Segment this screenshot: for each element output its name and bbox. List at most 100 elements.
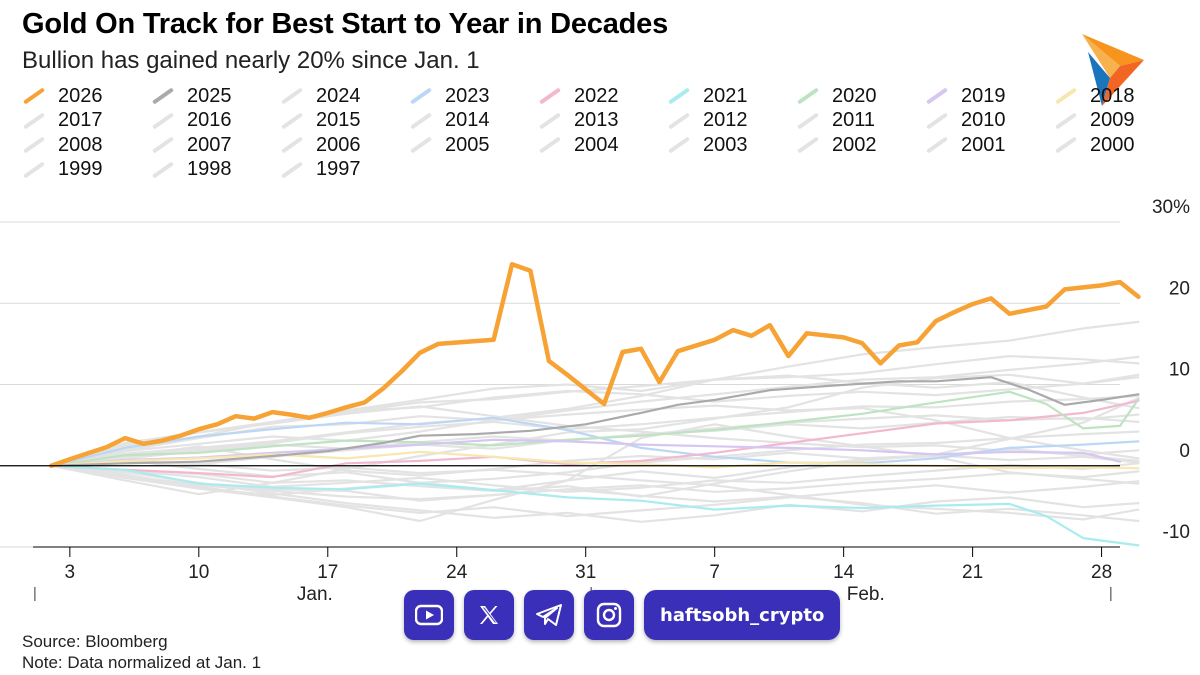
legend-swatch [539, 136, 561, 154]
legend-item-2022: 2022 [538, 84, 619, 108]
legend-item-2006: 2006 [280, 133, 361, 157]
legend-item-2026: 2026 [22, 84, 103, 108]
legend-label: 2012 [703, 109, 748, 131]
legend-swatch [797, 111, 819, 130]
series-line-2018 [50, 450, 1140, 470]
legend-item-1997: 1997 [280, 158, 361, 182]
x-tick-label: 31 [575, 562, 596, 583]
legend-item-2011: 2011 [796, 109, 875, 133]
v-logo-icon [1082, 34, 1144, 106]
legend-label: 2017 [58, 109, 103, 131]
chart-subtitle: Bullion has gained nearly 20% since Jan.… [22, 47, 480, 74]
legend-swatch [23, 136, 45, 154]
legend-label: 2022 [574, 84, 619, 107]
x-tick-label: 21 [962, 562, 983, 583]
series-line-2024 [50, 397, 1140, 498]
legend-swatch [410, 87, 432, 105]
chart-title: Gold On Track for Best Start to Year in … [22, 8, 669, 40]
y-tick-label: 0 [1179, 441, 1190, 462]
social-handle[interactable]: haftsobh_crypto [644, 590, 841, 640]
legend-item-2017: 2017 [22, 109, 103, 133]
legend-swatch [797, 136, 819, 154]
x-tick-label: 14 [833, 562, 855, 583]
x-tick-label: 10 [188, 562, 209, 583]
legend-item-2021: 2021 [667, 84, 748, 108]
legend-label: 2002 [832, 133, 877, 156]
series-line-2019 [50, 438, 1122, 467]
legend-label: 2025 [187, 84, 232, 107]
legend-swatch [152, 160, 174, 179]
legend-item-2012: 2012 [667, 109, 748, 133]
source-note: Source: Bloomberg [22, 632, 168, 651]
legend-label: 2000 [1090, 133, 1135, 156]
normalization-note: Note: Data normalized at Jan. 1 [22, 653, 262, 672]
x-tick-label: 3 [65, 562, 76, 583]
legend-item-2009: 2009 [1054, 109, 1135, 133]
legend-label: 2016 [187, 109, 232, 131]
legend-item-2010: 2010 [925, 109, 1006, 133]
legend-swatch [23, 111, 45, 130]
legend-item-2002: 2002 [796, 133, 877, 157]
legend-swatch [668, 111, 690, 130]
social-bar: haftsobh_crypto [404, 590, 841, 640]
x-tick-label: 7 [709, 562, 720, 583]
legend-swatch [926, 87, 948, 105]
legend-item-2023: 2023 [409, 84, 490, 108]
legend-item-2000: 2000 [1054, 133, 1135, 157]
legend-item-2020: 2020 [796, 84, 877, 108]
series-line-2006 [50, 373, 1140, 467]
legend-item-2018: 2018 [1054, 84, 1135, 108]
legend-item-2019: 2019 [925, 84, 1006, 108]
legend-swatch [152, 87, 174, 105]
legend-item-2025: 2025 [151, 84, 232, 108]
series-line-1998 [50, 445, 1140, 477]
legend-item-2003: 2003 [667, 133, 748, 157]
x-button[interactable] [464, 590, 514, 640]
legend-label: 2014 [445, 109, 490, 131]
legend-label: 2008 [58, 133, 103, 156]
x-tick-label: 28 [1091, 562, 1112, 583]
legend-label: 2023 [445, 84, 490, 107]
legend-label: 2001 [961, 133, 1006, 156]
legend-swatch [668, 87, 690, 105]
series-line-1999 [50, 464, 1140, 518]
legend-swatch [281, 111, 303, 130]
legend-swatch [281, 136, 303, 154]
y-tick-label: 10 [1169, 360, 1190, 381]
legend-swatch [926, 136, 948, 154]
x-tick-label: 24 [446, 562, 468, 583]
legend-item-2005: 2005 [409, 133, 490, 157]
legend-label: 2020 [832, 84, 877, 107]
telegram-icon [536, 604, 562, 626]
legend-item-2015: 2015 [280, 109, 361, 133]
legend-swatch [410, 136, 432, 154]
telegram-button[interactable] [524, 590, 574, 640]
legend-label: 2021 [703, 84, 748, 107]
legend-swatch [1055, 87, 1077, 105]
legend-item-2016: 2016 [151, 109, 232, 133]
series-line-2020 [50, 390, 1140, 467]
legend-item-2007: 2007 [151, 133, 232, 157]
series-line-2004 [50, 464, 1140, 523]
legend-swatch [152, 136, 174, 154]
legend-label: 2003 [703, 133, 748, 156]
legend-item-2024: 2024 [280, 84, 361, 108]
youtube-button[interactable] [404, 590, 454, 640]
x-icon [480, 606, 498, 624]
instagram-button[interactable] [584, 590, 634, 640]
legend-label: 2015 [316, 109, 361, 131]
legend-label: 2005 [445, 133, 490, 156]
legend-swatch [23, 87, 45, 105]
legend-label: 2019 [961, 84, 1006, 107]
series-line-2025 [50, 376, 1140, 467]
legend-item-1998: 1998 [151, 158, 232, 182]
legend-swatch [668, 136, 690, 154]
legend-label: 1997 [316, 158, 361, 180]
legend-swatch [1055, 111, 1077, 130]
legend-label: 2018 [1090, 84, 1135, 107]
legend-swatch [281, 160, 303, 179]
legend-item-2008: 2008 [22, 133, 103, 157]
chart-plot: 30% 20 10 0 -10 3 10 17 24 31 7 14 21 28 Jan. Feb. [0, 197, 1190, 605]
y-tick-label: 30% [1152, 197, 1190, 218]
youtube-icon [415, 604, 443, 626]
